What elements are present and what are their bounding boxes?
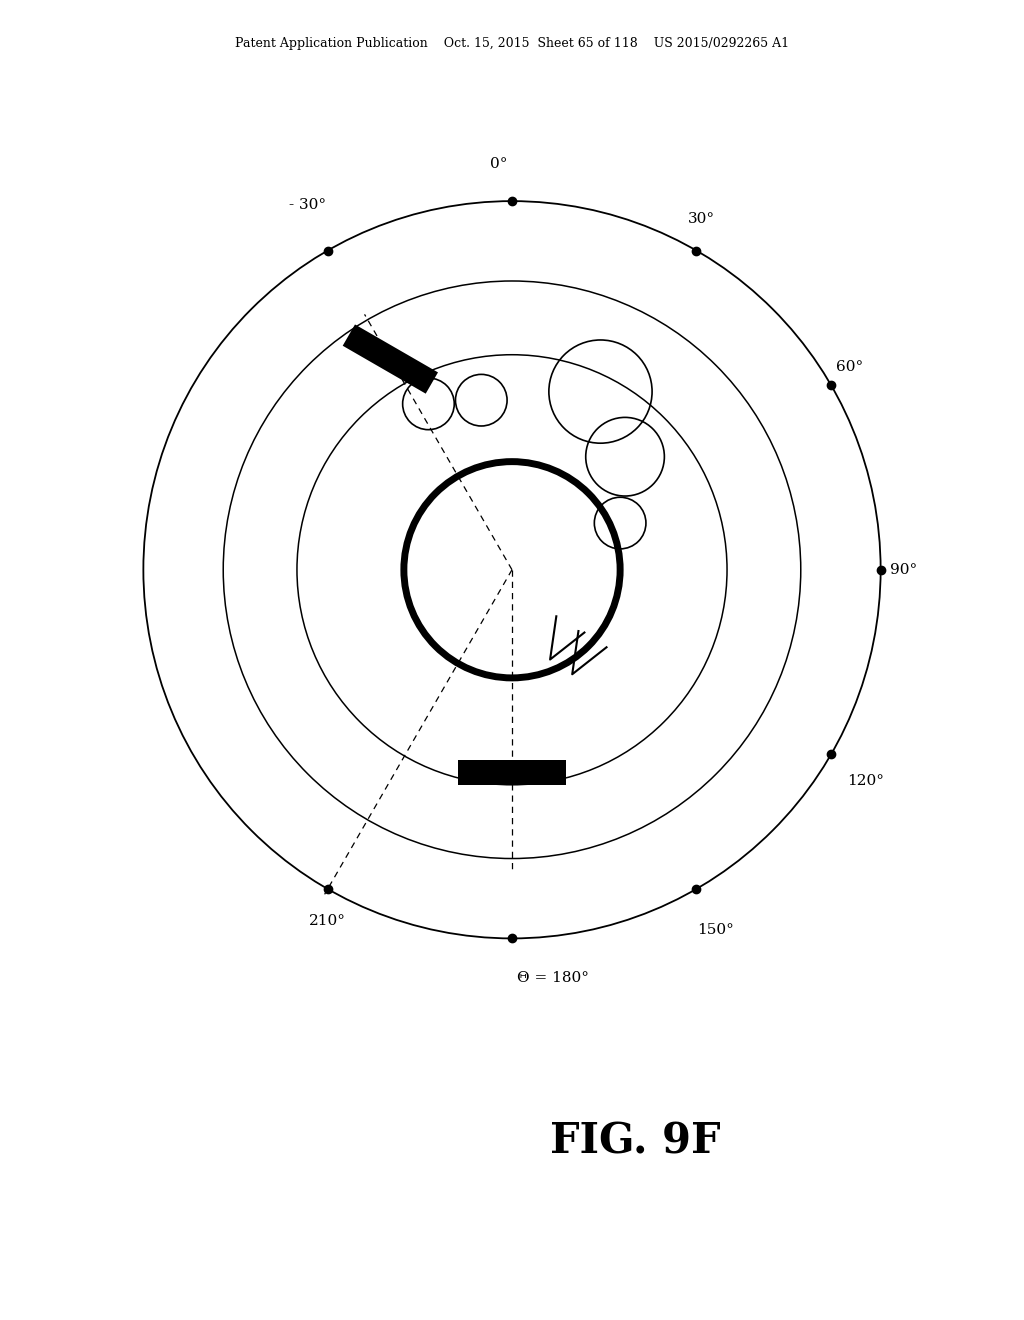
Text: 150°: 150° xyxy=(697,923,734,937)
Bar xyxy=(343,325,438,393)
Text: 120°: 120° xyxy=(847,774,884,788)
Bar xyxy=(458,759,566,785)
Text: Θ = 180°: Θ = 180° xyxy=(517,970,589,985)
Text: 90°: 90° xyxy=(890,562,918,577)
Text: 60°: 60° xyxy=(836,360,863,374)
Text: 30°: 30° xyxy=(688,211,715,226)
Text: FIG. 9F: FIG. 9F xyxy=(550,1121,720,1163)
Text: 210°: 210° xyxy=(309,913,346,928)
Text: Patent Application Publication    Oct. 15, 2015  Sheet 65 of 118    US 2015/0292: Patent Application Publication Oct. 15, … xyxy=(234,37,790,50)
Text: - 30°: - 30° xyxy=(290,198,327,211)
Text: 0°: 0° xyxy=(489,157,507,172)
